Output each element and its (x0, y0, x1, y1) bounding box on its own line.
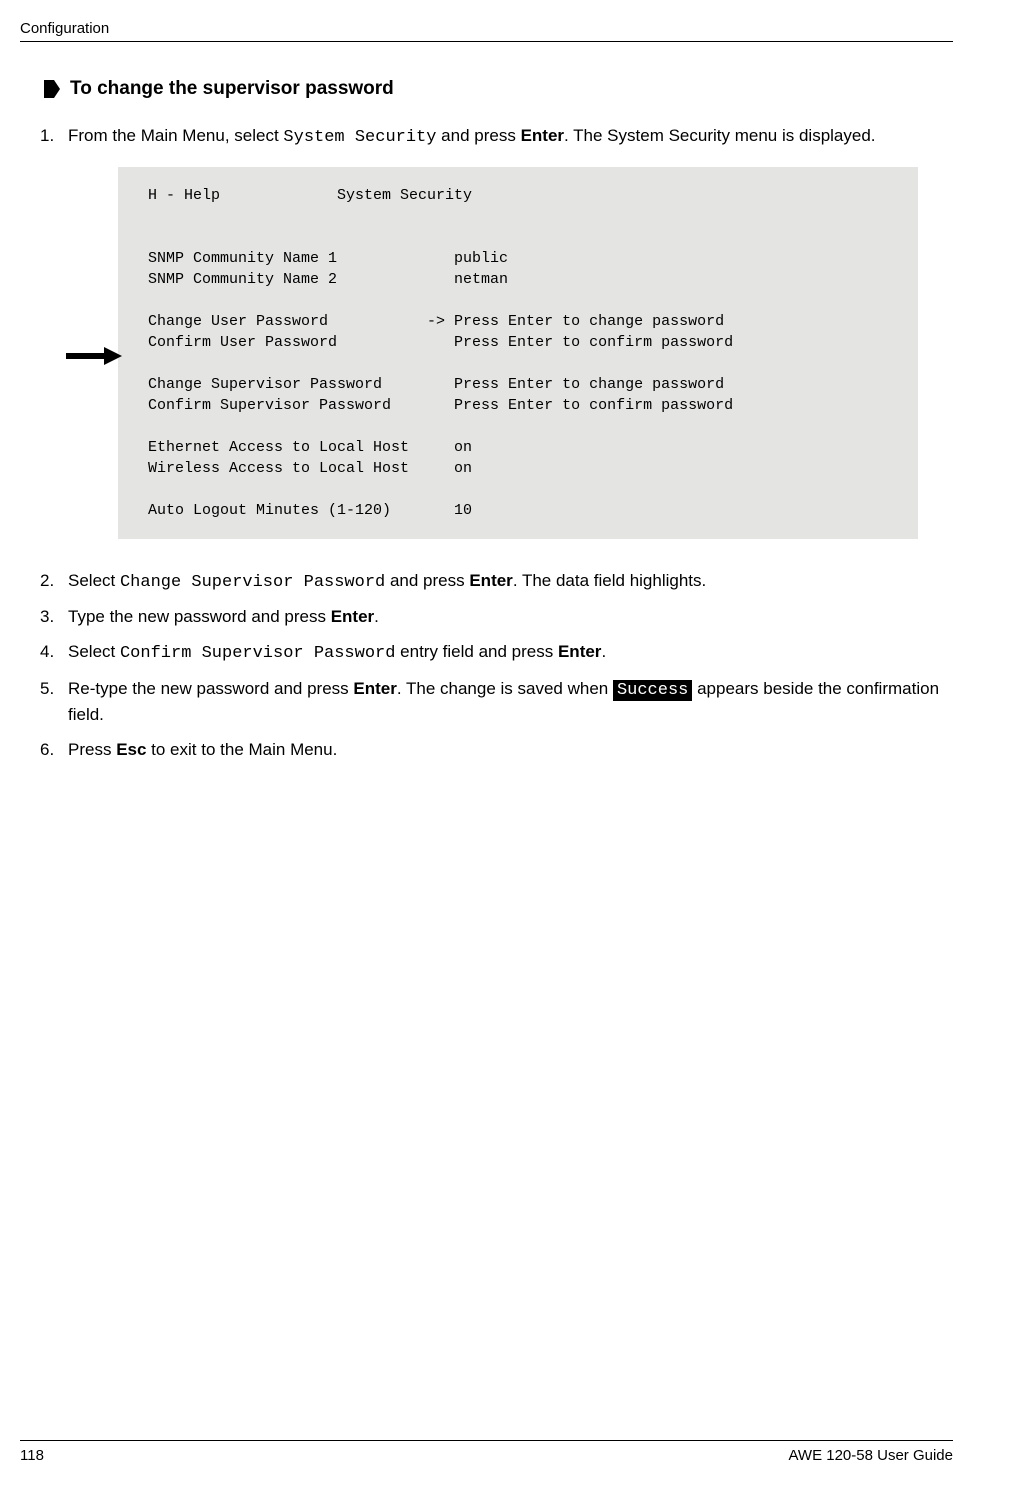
footer: 118 AWE 120-58 User Guide (20, 1440, 953, 1464)
step-text: . (374, 607, 379, 626)
step-3: 3. Type the new password and press Enter… (40, 605, 953, 630)
key-name: Enter (469, 571, 512, 590)
step-text: Type the new password and press (68, 607, 331, 626)
highlight-text: Success (613, 680, 692, 701)
code-text: Change Supervisor Password (120, 573, 385, 592)
step-text: to exit to the Main Menu. (146, 740, 337, 759)
step-list: 1. From the Main Menu, select System Sec… (40, 124, 953, 762)
step-1: 1. From the Main Menu, select System Sec… (40, 124, 953, 559)
step-text: and press (385, 571, 469, 590)
step-text: . The System Security menu is displayed. (564, 126, 876, 145)
step-body: Type the new password and press Enter. (68, 605, 953, 630)
key-name: Enter (558, 642, 601, 661)
key-name: Enter (521, 126, 564, 145)
step-text: and press (436, 126, 520, 145)
step-text: Press (68, 740, 116, 759)
guide-name: AWE 120-58 User Guide (788, 1447, 953, 1464)
step-text: Select (68, 571, 120, 590)
step-text: entry field and press (395, 642, 558, 661)
step-text: From the Main Menu, select (68, 126, 283, 145)
step-text: . The change is saved when (397, 679, 613, 698)
key-name: Enter (353, 679, 396, 698)
key-name: Esc (116, 740, 146, 759)
section-title: To change the supervisor password (70, 78, 394, 100)
step-4: 4. Select Confirm Supervisor Password en… (40, 640, 953, 667)
code-text: Confirm Supervisor Password (120, 644, 395, 663)
section-heading: To change the supervisor password (44, 78, 953, 100)
page-number: 118 (20, 1447, 44, 1464)
step-number: 6. (40, 738, 68, 763)
header-rule (20, 41, 953, 42)
pentagon-bullet-icon (44, 80, 60, 98)
step-body: Select Confirm Supervisor Password entry… (68, 640, 953, 667)
step-number: 4. (40, 640, 68, 667)
step-2: 2. Select Change Supervisor Password and… (40, 569, 953, 596)
step-number: 5. (40, 677, 68, 728)
step-number: 1. (40, 124, 68, 559)
step-body: From the Main Menu, select System Securi… (68, 124, 953, 559)
running-header: Configuration (20, 20, 953, 37)
step-text: Re-type the new password and press (68, 679, 353, 698)
terminal-screen: H - Help System Security SNMP Community … (118, 167, 918, 539)
step-6: 6. Press Esc to exit to the Main Menu. (40, 738, 953, 763)
step-5: 5. Re-type the new password and press En… (40, 677, 953, 728)
arrow-pointer-icon (66, 347, 122, 365)
step-body: Re-type the new password and press Enter… (68, 677, 953, 728)
step-text: . The data field highlights. (513, 571, 706, 590)
step-body: Select Change Supervisor Password and pr… (68, 569, 953, 596)
step-number: 2. (40, 569, 68, 596)
step-number: 3. (40, 605, 68, 630)
step-text: . (601, 642, 606, 661)
step-body: Press Esc to exit to the Main Menu. (68, 738, 953, 763)
step-text: Select (68, 642, 120, 661)
code-text: System Security (283, 128, 436, 147)
key-name: Enter (331, 607, 374, 626)
footer-rule (20, 1440, 953, 1441)
terminal-wrap: H - Help System Security SNMP Community … (118, 167, 953, 539)
